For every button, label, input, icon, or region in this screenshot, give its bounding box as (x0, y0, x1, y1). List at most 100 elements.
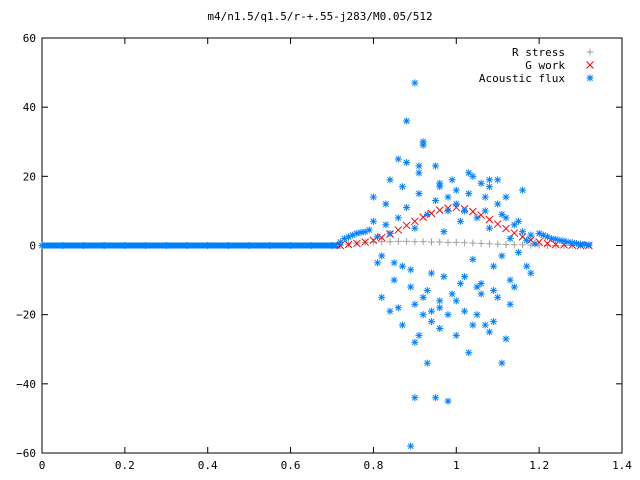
acoustic-flux-point (514, 217, 522, 225)
acoustic-flux-point (394, 155, 402, 163)
acoustic-flux-point (328, 242, 336, 249)
acoustic-flux-point (419, 293, 427, 301)
acoustic-flux-point (531, 240, 539, 248)
g-work-point (411, 217, 419, 226)
r-stress-point (403, 237, 411, 245)
acoustic-flux-point (461, 273, 469, 281)
y-tick-label: −20 (16, 309, 36, 322)
g-work-point (502, 224, 510, 233)
r-stress-point (436, 238, 444, 246)
legend-marker (586, 48, 594, 56)
x-tick-label: 1.2 (529, 459, 549, 472)
x-tick-label: 0 (39, 459, 46, 472)
acoustic-flux-point (485, 176, 493, 184)
acoustic-flux-point (527, 269, 535, 277)
acoustic-flux-point (490, 262, 498, 270)
acoustic-flux-point (473, 283, 481, 291)
r-stress-point (394, 237, 402, 245)
x-tick-label: 0.6 (281, 459, 301, 472)
acoustic-flux-point (411, 224, 419, 232)
acoustic-flux-point (398, 262, 406, 270)
acoustic-flux-point (444, 193, 452, 201)
x-tick-label: 0.4 (198, 459, 218, 472)
acoustic-flux-point (552, 235, 560, 243)
acoustic-flux-point (444, 397, 452, 405)
legend-marker (586, 74, 594, 82)
x-tick-label: 1 (453, 459, 460, 472)
acoustic-flux-point (481, 321, 489, 329)
acoustic-flux-point (498, 359, 506, 367)
acoustic-flux-point (369, 217, 377, 225)
acoustic-flux-point (224, 242, 232, 249)
acoustic-flux-point (411, 338, 419, 346)
r-stress-point (469, 239, 477, 247)
acoustic-flux-point (183, 242, 191, 249)
acoustic-flux-point (452, 331, 460, 339)
acoustic-flux-point (419, 138, 427, 146)
y-tick-label: −40 (16, 378, 36, 391)
acoustic-flux-point (398, 321, 406, 329)
acoustic-flux-point (374, 259, 382, 267)
acoustic-flux-point (427, 269, 435, 277)
acoustic-flux-point (456, 280, 464, 288)
x-tick-label: 0.8 (363, 459, 383, 472)
acoustic-flux-point (494, 200, 502, 208)
acoustic-flux-point (485, 224, 493, 232)
acoustic-flux-point (485, 328, 493, 336)
acoustic-flux-point (382, 200, 390, 208)
acoustic-flux-point (456, 217, 464, 225)
g-work-point (361, 238, 369, 246)
r-stress-point (552, 242, 560, 249)
acoustic-flux-point (510, 283, 518, 291)
y-tick-label: 60 (23, 32, 36, 45)
acoustic-flux-point (427, 307, 435, 315)
acoustic-flux-point (502, 335, 510, 343)
acoustic-flux-point (473, 311, 481, 319)
acoustic-flux-point (440, 273, 448, 281)
acoustic-flux-point (444, 311, 452, 319)
acoustic-flux-point (440, 228, 448, 236)
r-stress-point (386, 238, 394, 246)
acoustic-flux-point (481, 193, 489, 201)
acoustic-flux-point (394, 304, 402, 312)
acoustic-flux-point (411, 300, 419, 308)
acoustic-flux-point (527, 231, 535, 239)
g-work-point (435, 206, 444, 215)
g-work-point (344, 240, 353, 249)
r-stress-point (477, 239, 485, 247)
acoustic-flux-point (365, 226, 373, 234)
acoustic-flux-point (403, 117, 411, 125)
acoustic-flux-point (452, 297, 460, 305)
g-work-point (353, 239, 361, 248)
acoustic-flux-point (444, 207, 452, 215)
legend-label: Acoustic flux (479, 72, 565, 85)
r-stress-point (510, 241, 518, 249)
acoustic-flux-point (461, 307, 469, 315)
acoustic-flux-point (423, 210, 431, 218)
acoustic-flux-point (498, 252, 506, 260)
acoustic-flux-point (490, 286, 498, 294)
acoustic-flux-point (432, 162, 440, 170)
acoustic-flux-point (506, 235, 514, 243)
acoustic-flux-point (506, 300, 514, 308)
acoustic-flux-point (469, 255, 477, 263)
acoustic-flux-point (162, 242, 170, 249)
acoustic-flux-point (432, 197, 440, 205)
acoustic-flux-point (523, 262, 531, 270)
axis-ticks: 0 0.2 0.4 0.6 0.8 1 1.2 1.4 60 40 20 0 −20 −40 −60 (16, 32, 632, 472)
acoustic-flux-point (432, 394, 440, 402)
r-stress-point (419, 238, 427, 246)
acoustic-flux-point (340, 235, 348, 243)
data-marks (38, 79, 593, 450)
g-work-point (402, 221, 411, 230)
acoustic-flux-point (407, 266, 415, 274)
r-stress-point (378, 238, 386, 246)
acoustic-flux-point (448, 176, 456, 184)
acoustic-flux-point (519, 186, 527, 194)
acoustic-flux-point (390, 276, 398, 284)
r-stress-point (519, 241, 527, 249)
r-stress-point (461, 239, 469, 247)
acoustic-flux-point (465, 190, 473, 198)
